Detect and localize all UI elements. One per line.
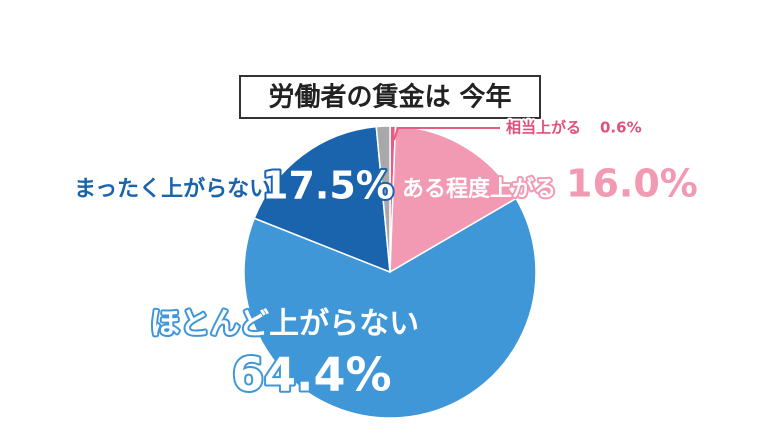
pie-slice: [253, 125, 391, 274]
value-label: 0.6%: [600, 119, 642, 137]
category-label: ほとんど上がらない: [150, 307, 419, 342]
value-label: 16.0%: [566, 162, 698, 206]
value-label: 64.4%: [232, 348, 392, 402]
pie-slice: [243, 197, 537, 419]
category-label: ある程度上がる: [402, 176, 556, 202]
category-label: 相当上がる: [506, 119, 581, 137]
title-box: [239, 75, 541, 119]
pie-slice: [375, 125, 391, 273]
leader-line: [393, 127, 500, 141]
value-label: 17.5%: [262, 164, 394, 208]
chart-title: 労働者の賃金は 今年: [268, 82, 511, 113]
category-label: まったく上がらない: [74, 176, 271, 202]
